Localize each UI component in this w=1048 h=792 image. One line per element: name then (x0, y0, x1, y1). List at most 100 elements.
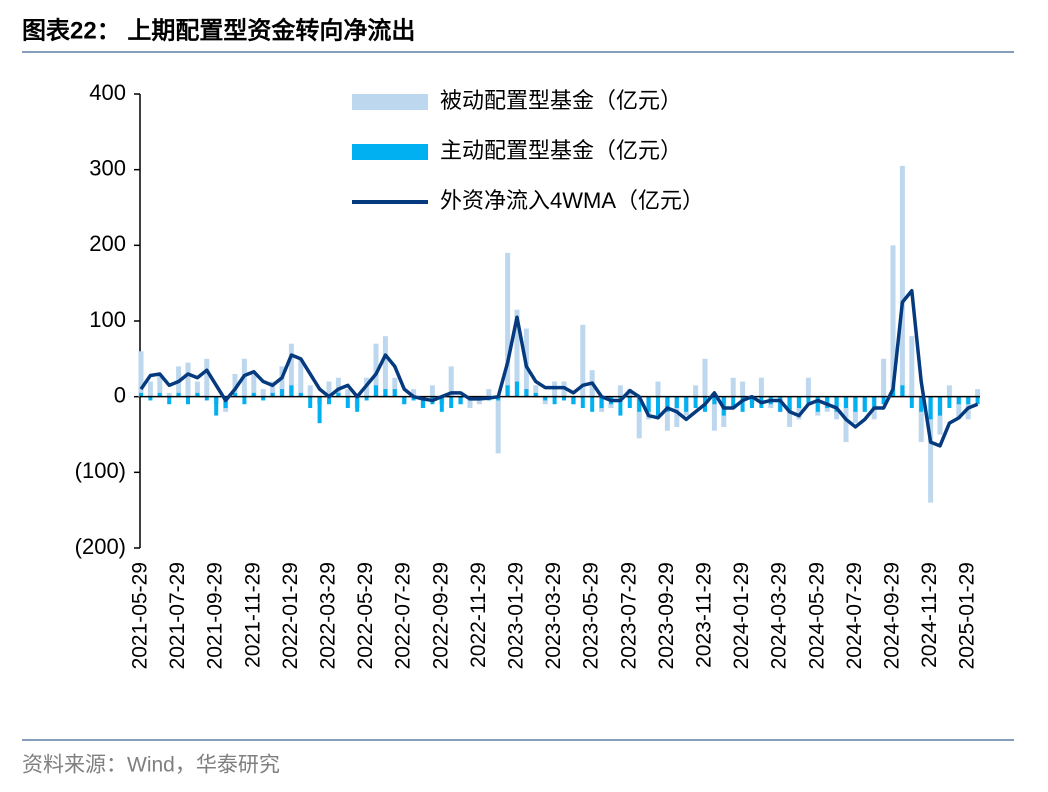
bar (186, 396, 190, 405)
bar (636, 396, 642, 439)
legend-label: 主动配置型基金（亿元） (440, 138, 682, 163)
bar (778, 396, 783, 412)
bar (327, 396, 331, 405)
bar (289, 385, 294, 397)
bar (702, 358, 708, 397)
bar (909, 396, 914, 409)
bar (345, 389, 351, 397)
bar (758, 377, 764, 397)
x-tick-label: 2024-07-29 (843, 562, 866, 669)
x-tick-label: 2022-05-29 (354, 562, 377, 669)
legend-swatch (352, 94, 428, 110)
bar (750, 396, 754, 409)
line (139, 288, 979, 448)
bar (204, 396, 209, 401)
bar (326, 381, 332, 397)
bar (853, 396, 858, 412)
bar (711, 396, 717, 431)
x-tick-label: 2024-03-29 (768, 562, 791, 669)
bar (947, 396, 952, 409)
bar (261, 396, 266, 401)
bar (138, 351, 144, 397)
bar (805, 377, 811, 397)
bar (730, 377, 736, 397)
x-tick-label: 2022-03-29 (317, 562, 340, 669)
bar (505, 252, 511, 397)
x-tick-label: 2022-09-29 (429, 562, 452, 669)
x-tick-label: 2023-07-29 (617, 562, 640, 669)
bar (975, 396, 980, 405)
bar (580, 396, 585, 409)
bar (195, 392, 200, 397)
y-tick-label: 100 (89, 307, 126, 332)
x-tick-label: 2023-11-29 (693, 562, 716, 668)
bar (232, 373, 238, 397)
bar (740, 396, 745, 412)
bar (298, 392, 303, 397)
x-tick-label: 2023-03-29 (542, 562, 565, 669)
bar (157, 373, 163, 397)
bar (918, 396, 924, 443)
bar (251, 373, 257, 397)
bar (524, 389, 529, 397)
bar (317, 396, 322, 424)
bar (656, 396, 660, 416)
bar (495, 396, 501, 454)
bar (166, 392, 172, 397)
bar (204, 358, 210, 397)
bar (966, 396, 971, 405)
bar (599, 396, 604, 409)
bar (590, 396, 595, 412)
x-tick-label: 2024-09-29 (881, 562, 904, 669)
x-tick-label: 2022-11-29 (467, 562, 490, 668)
bar (562, 396, 566, 401)
bar (176, 392, 181, 397)
bar (270, 392, 275, 397)
bar (429, 385, 435, 397)
bar (956, 396, 962, 420)
bar (618, 396, 623, 416)
bar (627, 396, 632, 409)
bar (307, 385, 313, 397)
bar (787, 396, 792, 412)
bar (505, 385, 510, 397)
x-tick-label: 2022-07-29 (392, 562, 415, 669)
bar (617, 385, 623, 397)
x-tick-label: 2024-11-29 (918, 562, 941, 668)
bar (383, 389, 388, 397)
bar (881, 396, 886, 405)
bar (194, 381, 200, 397)
bar (637, 396, 642, 412)
y-tick-label: (200) (75, 534, 126, 559)
source-note: 资料来源：Wind，华泰研究 (22, 754, 280, 777)
bar (797, 396, 801, 409)
bar (909, 336, 915, 397)
bar (740, 381, 746, 397)
bar (731, 396, 736, 409)
bar (157, 392, 162, 397)
bar (815, 396, 820, 412)
bar (496, 396, 501, 401)
bar (684, 396, 689, 412)
bar (223, 396, 228, 409)
bar (335, 377, 341, 397)
x-tick-label: 2021-09-29 (204, 562, 227, 669)
x-tick-label: 2021-07-29 (166, 562, 189, 669)
legend-label: 被动配置型基金（亿元） (440, 88, 682, 113)
x-tick-label: 2024-05-29 (805, 562, 828, 669)
bar (899, 165, 905, 397)
bar (392, 377, 398, 397)
y-tick-label: 400 (89, 80, 126, 105)
x-tick-label: 2023-09-29 (655, 562, 678, 669)
bar (402, 396, 407, 405)
bar (458, 396, 463, 405)
bar (345, 396, 350, 409)
bar (148, 396, 153, 401)
bar (919, 396, 924, 412)
bar (139, 392, 143, 397)
bar (280, 389, 284, 397)
x-tick-label: 2021-05-29 (129, 562, 152, 669)
y-tick-label: 0 (114, 382, 126, 407)
